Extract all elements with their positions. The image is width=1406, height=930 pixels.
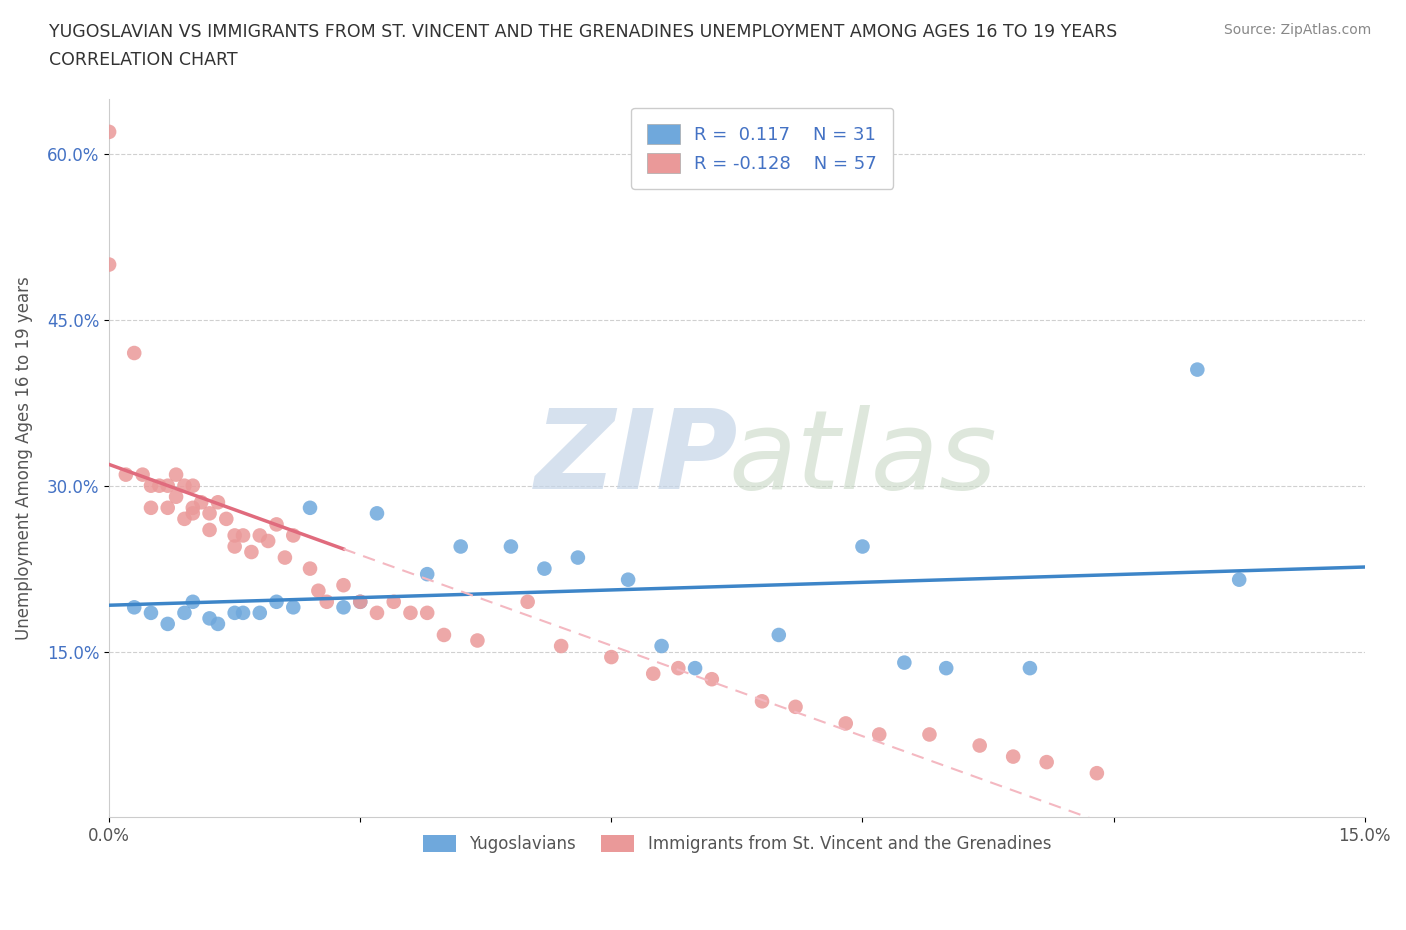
- Point: [433, 628, 456, 643]
- Point: [198, 611, 221, 626]
- Point: [893, 655, 915, 670]
- Point: [1002, 750, 1025, 764]
- Point: [315, 594, 337, 609]
- Point: [190, 495, 212, 510]
- Point: [215, 512, 238, 526]
- Point: [666, 660, 689, 675]
- Point: [567, 551, 589, 565]
- Point: [1227, 572, 1250, 587]
- Point: [181, 594, 204, 609]
- Point: [1085, 765, 1108, 780]
- Point: [366, 506, 388, 521]
- Point: [98, 125, 121, 140]
- Point: [332, 578, 354, 592]
- Point: [416, 605, 439, 620]
- Point: [207, 617, 229, 631]
- Point: [131, 467, 153, 482]
- Point: [283, 600, 305, 615]
- Point: [156, 500, 179, 515]
- Point: [283, 528, 305, 543]
- Point: [249, 605, 271, 620]
- Point: [249, 528, 271, 543]
- Point: [349, 594, 371, 609]
- Point: [139, 500, 162, 515]
- Point: [224, 605, 246, 620]
- Point: [768, 628, 790, 643]
- Point: [173, 512, 195, 526]
- Point: [643, 666, 665, 681]
- Point: [122, 600, 145, 615]
- Point: [382, 594, 405, 609]
- Point: [751, 694, 773, 709]
- Point: [700, 671, 723, 686]
- Point: [835, 716, 858, 731]
- Point: [416, 566, 439, 581]
- Point: [266, 594, 288, 609]
- Point: [115, 467, 138, 482]
- Point: [232, 528, 254, 543]
- Point: [181, 506, 204, 521]
- Point: [1019, 660, 1042, 675]
- Point: [349, 594, 371, 609]
- Point: [617, 572, 640, 587]
- Point: [156, 617, 179, 631]
- Point: [266, 517, 288, 532]
- Point: [122, 346, 145, 361]
- Point: [450, 539, 472, 554]
- Point: [207, 495, 229, 510]
- Point: [240, 545, 263, 560]
- Point: [533, 561, 555, 576]
- Point: [224, 539, 246, 554]
- Point: [181, 500, 204, 515]
- Point: [366, 605, 388, 620]
- Point: [550, 639, 572, 654]
- Point: [785, 699, 807, 714]
- Point: [969, 738, 991, 753]
- Point: [651, 639, 673, 654]
- Point: [224, 528, 246, 543]
- Point: [332, 600, 354, 615]
- Text: Source: ZipAtlas.com: Source: ZipAtlas.com: [1223, 23, 1371, 37]
- Text: ZIP: ZIP: [534, 405, 738, 512]
- Point: [156, 478, 179, 493]
- Point: [600, 650, 623, 665]
- Point: [1035, 754, 1057, 769]
- Point: [399, 605, 422, 620]
- Point: [683, 660, 706, 675]
- Point: [307, 583, 329, 598]
- Point: [467, 633, 489, 648]
- Point: [198, 523, 221, 538]
- Point: [98, 257, 121, 272]
- Text: atlas: atlas: [728, 405, 997, 512]
- Point: [173, 478, 195, 493]
- Y-axis label: Unemployment Among Ages 16 to 19 years: Unemployment Among Ages 16 to 19 years: [15, 276, 32, 640]
- Point: [165, 467, 187, 482]
- Point: [918, 727, 941, 742]
- Point: [1187, 362, 1209, 377]
- Point: [232, 605, 254, 620]
- Point: [198, 506, 221, 521]
- Point: [868, 727, 890, 742]
- Point: [516, 594, 538, 609]
- Point: [298, 500, 321, 515]
- Point: [139, 605, 162, 620]
- Text: CORRELATION CHART: CORRELATION CHART: [49, 51, 238, 69]
- Point: [499, 539, 522, 554]
- Point: [257, 534, 280, 549]
- Point: [139, 478, 162, 493]
- Text: YUGOSLAVIAN VS IMMIGRANTS FROM ST. VINCENT AND THE GRENADINES UNEMPLOYMENT AMONG: YUGOSLAVIAN VS IMMIGRANTS FROM ST. VINCE…: [49, 23, 1118, 41]
- Point: [935, 660, 957, 675]
- Point: [181, 478, 204, 493]
- Point: [173, 605, 195, 620]
- Point: [274, 551, 297, 565]
- Point: [298, 561, 321, 576]
- Point: [148, 478, 170, 493]
- Legend: Yugoslavians, Immigrants from St. Vincent and the Grenadines: Yugoslavians, Immigrants from St. Vincen…: [416, 828, 1057, 859]
- Point: [851, 539, 873, 554]
- Point: [165, 489, 187, 504]
